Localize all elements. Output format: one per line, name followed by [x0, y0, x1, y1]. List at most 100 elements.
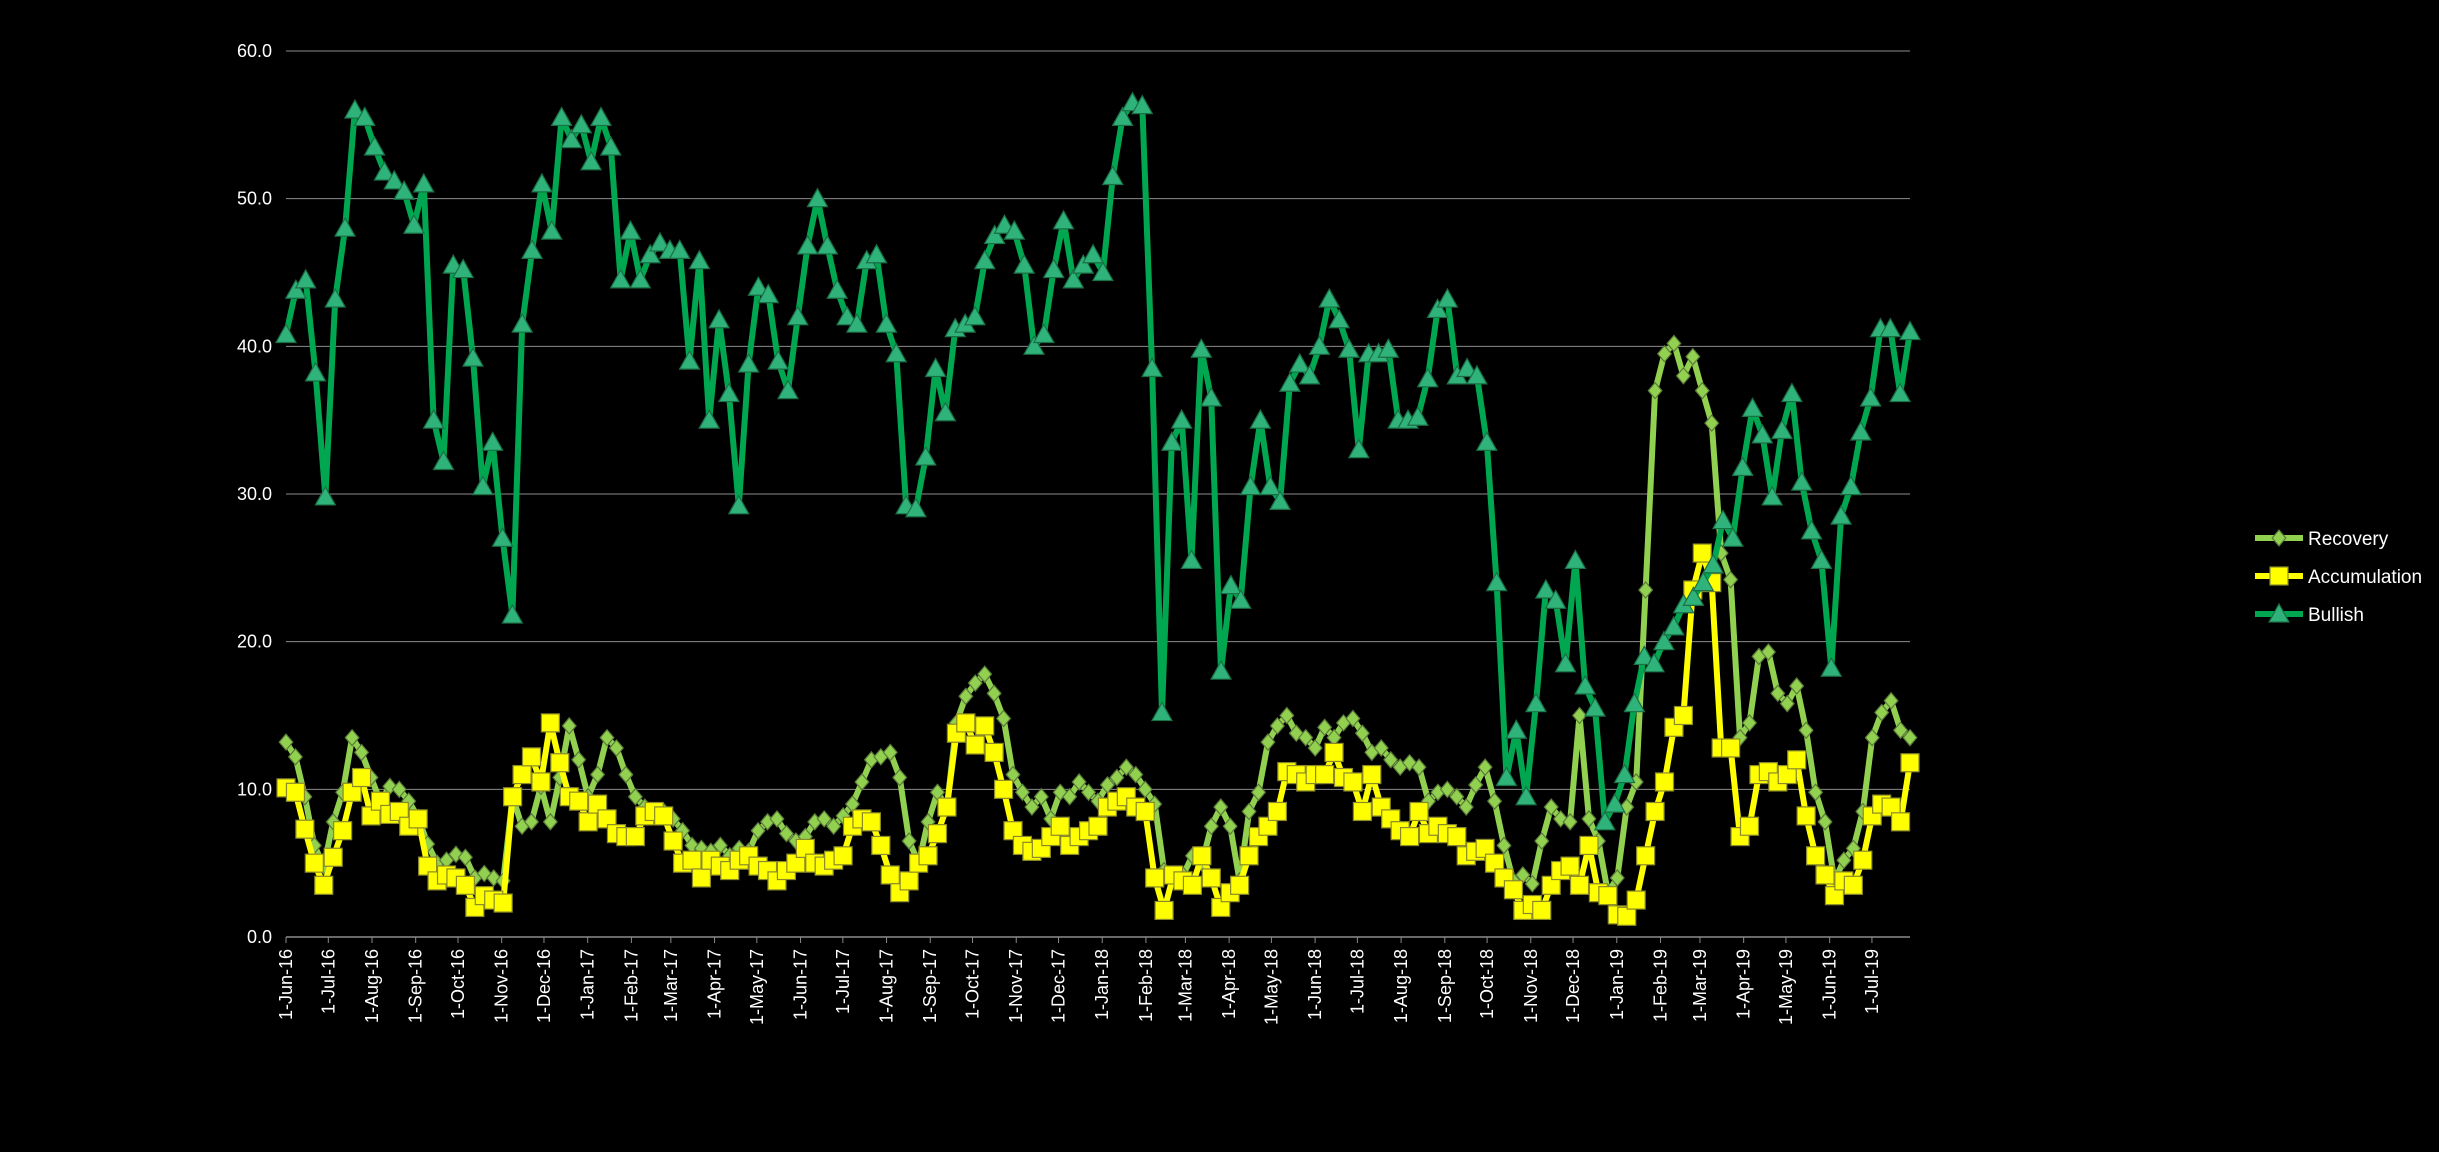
- data-point-bullish: [1692, 571, 1715, 592]
- data-point-bullish: [599, 135, 622, 156]
- data-point-bullish: [1210, 659, 1233, 680]
- data-point-recovery: [1647, 381, 1663, 400]
- data-point-recovery: [486, 869, 502, 887]
- data-point-accumulation: [1579, 835, 1599, 856]
- data-point-bullish: [1643, 652, 1666, 673]
- data-point-bullish: [432, 450, 455, 471]
- data-point-recovery: [1704, 414, 1720, 433]
- data-point-bullish: [363, 135, 386, 156]
- data-point-bullish: [1288, 352, 1311, 373]
- data-point-accumulation: [1362, 764, 1382, 785]
- data-point-bullish: [1682, 586, 1705, 606]
- data-point-bullish: [934, 401, 957, 422]
- data-point-accumulation: [1503, 880, 1524, 900]
- data-point-bullish: [1800, 519, 1823, 540]
- data-point-bullish: [1475, 431, 1498, 451]
- data-point-bullish: [1711, 509, 1735, 530]
- x-tick-label: 1-May-18: [1261, 949, 1281, 1025]
- data-point-recovery: [1477, 758, 1493, 777]
- x-tick-label: 1-Nov-16: [492, 949, 512, 1023]
- data-point-bullish: [501, 603, 524, 624]
- legend-item-recovery: Recovery: [2255, 529, 2389, 550]
- data-point-bullish: [1505, 719, 1528, 739]
- data-point-recovery: [1770, 684, 1786, 703]
- data-point-recovery: [1486, 792, 1503, 811]
- data-point-bullish: [1308, 335, 1331, 355]
- data-point-accumulation: [1409, 801, 1429, 822]
- data-point-bullish: [668, 239, 691, 259]
- data-point-recovery: [1279, 706, 1295, 725]
- data-point-recovery: [1685, 347, 1701, 366]
- data-point-bullish: [412, 172, 435, 193]
- data-point-recovery: [1524, 874, 1540, 893]
- data-point-recovery: [1109, 768, 1125, 787]
- x-tick-label: 1-Jan-19: [1607, 949, 1627, 1020]
- data-point-accumulation: [540, 713, 560, 733]
- data-point-accumulation: [1645, 801, 1665, 822]
- data-point-bullish: [1150, 701, 1173, 722]
- data-point-bullish: [1849, 420, 1872, 441]
- data-point-recovery: [816, 809, 832, 828]
- data-point-bullish: [304, 361, 327, 382]
- data-point-bullish: [1820, 657, 1843, 677]
- data-point-recovery: [344, 728, 360, 747]
- data-point-bullish: [845, 312, 868, 333]
- data-point-bullish: [1200, 386, 1223, 407]
- data-point-bullish: [1111, 106, 1134, 127]
- data-point-recovery: [1118, 758, 1134, 777]
- data-point-accumulation: [833, 846, 853, 866]
- data-point-bullish: [1229, 589, 1252, 609]
- data-point-bullish: [1495, 766, 1518, 787]
- data-point-bullish: [402, 214, 425, 234]
- data-point-recovery: [457, 848, 473, 867]
- data-point-bullish: [1042, 258, 1065, 279]
- data-point-accumulation: [1324, 742, 1344, 763]
- data-point-bullish: [1347, 438, 1370, 459]
- x-tick-label: 1-Nov-18: [1521, 949, 1541, 1023]
- data-point-recovery: [627, 787, 643, 806]
- data-point-bullish: [1613, 763, 1636, 784]
- data-point-bullish: [1131, 94, 1154, 115]
- data-point-bullish: [284, 278, 307, 299]
- x-axis: 1-Jun-16 1-Jul-16 1-Aug-16 1-Sep-16 1-Oct-16…: [276, 936, 1910, 1025]
- data-point-recovery: [1902, 728, 1918, 747]
- data-point-recovery: [1373, 739, 1389, 757]
- data-point-bullish: [1406, 405, 1429, 426]
- data-point-bullish: [1416, 367, 1439, 388]
- x-tick-label: 1-Apr-18: [1219, 949, 1239, 1019]
- data-point-recovery: [1779, 694, 1795, 713]
- data-point-bullish: [1780, 382, 1803, 403]
- data-point-bullish: [1633, 645, 1656, 666]
- data-point-recovery: [892, 768, 908, 787]
- data-point-recovery: [1656, 344, 1673, 363]
- grid-lines: [286, 50, 1910, 790]
- data-point-bullish: [1377, 338, 1400, 358]
- data-point-recovery: [1675, 366, 1691, 385]
- data-point-bullish: [1485, 571, 1508, 592]
- data-point-accumulation: [531, 772, 551, 792]
- data-point-bullish: [1554, 652, 1577, 673]
- data-point-accumulation: [550, 753, 570, 773]
- data-point-bullish: [1702, 553, 1725, 574]
- data-point-accumulation: [1805, 846, 1826, 866]
- x-tick-label: 1-Feb-18: [1136, 949, 1156, 1022]
- data-point-bullish: [1259, 475, 1282, 496]
- data-point-bullish: [688, 249, 711, 270]
- y-tick-label: 40.0: [237, 336, 272, 356]
- data-point-accumulation: [1843, 875, 1863, 895]
- data-point-recovery: [353, 743, 370, 762]
- x-tick-label: 1-Jul-16: [318, 949, 338, 1014]
- data-point-recovery: [1449, 787, 1465, 806]
- data-point-bullish: [530, 172, 553, 193]
- data-point-recovery: [977, 665, 993, 684]
- x-tick-label: 1-Dec-17: [1049, 949, 1069, 1023]
- data-point-accumulation: [1617, 906, 1637, 926]
- x-tick-label: 1-Dec-16: [534, 949, 554, 1023]
- legend-label: Recovery: [2308, 529, 2389, 550]
- x-tick-label: 1-Jul-19: [1862, 949, 1882, 1014]
- data-point-bullish: [1052, 209, 1075, 230]
- data-point-recovery: [1760, 643, 1776, 661]
- data-point-recovery: [599, 728, 615, 747]
- data-point-bullish: [1465, 364, 1488, 385]
- data-point-bullish: [471, 475, 494, 496]
